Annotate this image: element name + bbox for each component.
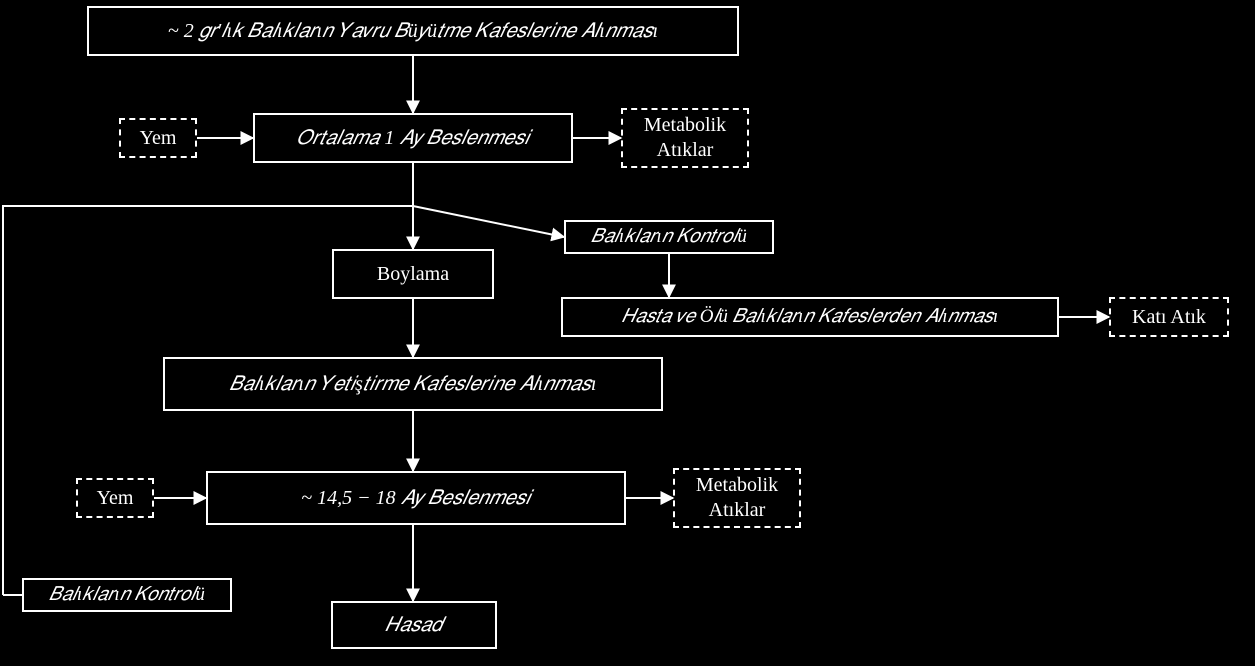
node-metabolic-waste-2: Metabolik Atıklar [673,468,801,528]
flowchart-canvas: ~ 2 𝑔𝑟′𝑙ı𝑘 𝐵𝑎𝑙ı𝑘𝑙𝑎𝑟ı𝑛 𝑌𝑎𝑣𝑟𝑢 𝐵ü𝑦ü𝑡𝑚𝑒 𝐾𝑎𝑓𝑒… [0,0,1255,666]
node-growout-cages: 𝐵𝑎𝑙ı𝑘𝑙𝑎𝑟ı𝑛 𝑌𝑒𝑡𝑖ş𝑡𝑖𝑟𝑚𝑒 𝐾𝑎𝑓𝑒𝑠𝑙𝑒𝑟𝑖𝑛𝑒 𝐴𝑙ı𝑛𝑚𝑎… [163,357,663,411]
node-feed-1month: 𝑂𝑟𝑡𝑎𝑙𝑎𝑚𝑎 1 𝐴𝑦 𝐵𝑒𝑠𝑙𝑒𝑛𝑚𝑒𝑠𝑖 [253,113,573,163]
node-fish-check-1: 𝐵𝑎𝑙ı𝑘𝑙𝑎𝑟ı𝑛 𝐾𝑜𝑛𝑡𝑟𝑜𝑙ü [564,220,774,254]
label: 𝑂𝑟𝑡𝑎𝑙𝑎𝑚𝑎 1 𝐴𝑦 𝐵𝑒𝑠𝑙𝑒𝑛𝑚𝑒𝑠𝑖 [297,126,530,151]
label: 𝐻𝑎𝑠𝑎𝑑 [385,613,443,638]
label: 𝐵𝑎𝑙ı𝑘𝑙𝑎𝑟ı𝑛 𝑌𝑒𝑡𝑖ş𝑡𝑖𝑟𝑚𝑒 𝐾𝑎𝑓𝑒𝑠𝑙𝑒𝑟𝑖𝑛𝑒 𝐴𝑙ı𝑛𝑚𝑎… [230,372,597,397]
node-remove-sick-dead: 𝐻𝑎𝑠𝑡𝑎 𝑣𝑒 Ö𝑙ü 𝐵𝑎𝑙ı𝑘𝑙𝑎𝑟ı𝑛 𝐾𝑎𝑓𝑒𝑠𝑙𝑒𝑟𝑑𝑒𝑛 𝐴𝑙ı𝑛… [561,297,1059,337]
node-feed-14-18: ~ 14,5 − 18 𝐴𝑦 𝐵𝑒𝑠𝑙𝑒𝑛𝑚𝑒𝑠𝑖 [206,471,626,525]
node-fish-check-2: 𝐵𝑎𝑙ı𝑘𝑙𝑎𝑟ı𝑛 𝐾𝑜𝑛𝑡𝑟𝑜𝑙ü [22,578,232,612]
label: Katı Atık [1132,305,1206,330]
node-grading: Boylama [332,249,494,299]
node-feed-input-2: Yem [76,478,154,518]
node-harvest: 𝐻𝑎𝑠𝑎𝑑 [331,601,497,649]
label: Yem [140,126,177,151]
node-metabolic-waste-1: Metabolik Atıklar [621,108,749,168]
label: 𝐵𝑎𝑙ı𝑘𝑙𝑎𝑟ı𝑛 𝐾𝑜𝑛𝑡𝑟𝑜𝑙ü [591,225,747,249]
label: 𝐻𝑎𝑠𝑡𝑎 𝑣𝑒 Ö𝑙ü 𝐵𝑎𝑙ı𝑘𝑙𝑎𝑟ı𝑛 𝐾𝑎𝑓𝑒𝑠𝑙𝑒𝑟𝑑𝑒𝑛 𝐴𝑙ı𝑛… [622,305,998,329]
label: Yem [97,486,134,511]
label: Metabolik Atıklar [631,113,739,163]
label: ~ 2 𝑔𝑟′𝑙ı𝑘 𝐵𝑎𝑙ı𝑘𝑙𝑎𝑟ı𝑛 𝑌𝑎𝑣𝑟𝑢 𝐵ü𝑦ü𝑡𝑚𝑒 𝐾𝑎𝑓𝑒… [168,19,658,44]
node-solid-waste: Katı Atık [1109,297,1229,337]
node-feed-input-1: Yem [119,118,197,158]
label: Boylama [377,262,449,287]
label: ~ 14,5 − 18 𝐴𝑦 𝐵𝑒𝑠𝑙𝑒𝑛𝑚𝑒𝑠𝑖 [301,486,530,511]
label: 𝐵𝑎𝑙ı𝑘𝑙𝑎𝑟ı𝑛 𝐾𝑜𝑛𝑡𝑟𝑜𝑙ü [49,583,205,607]
label: Metabolik Atıklar [683,473,791,523]
node-intake-juvenile: ~ 2 𝑔𝑟′𝑙ı𝑘 𝐵𝑎𝑙ı𝑘𝑙𝑎𝑟ı𝑛 𝑌𝑎𝑣𝑟𝑢 𝐵ü𝑦ü𝑡𝑚𝑒 𝐾𝑎𝑓𝑒… [87,6,739,56]
